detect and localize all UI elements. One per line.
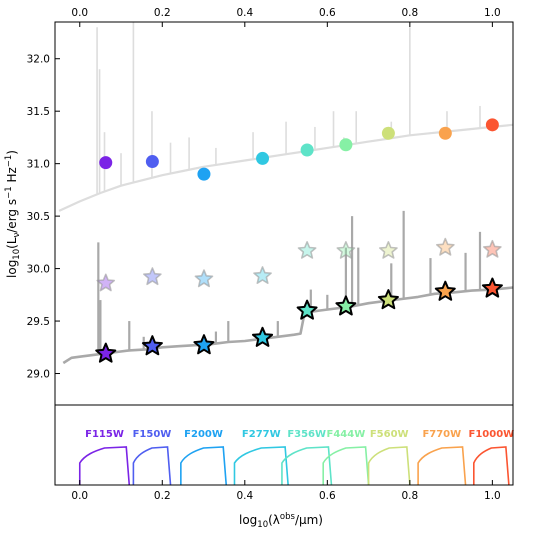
- filter-label-F356W: F356W: [287, 429, 326, 440]
- filter-label-F115W: F115W: [85, 429, 124, 440]
- faded-star-marker: [436, 237, 455, 256]
- spectra-layer: [58, 22, 513, 365]
- circle-marker: [256, 151, 270, 165]
- filter-label-F560W: F560W: [370, 429, 409, 440]
- circle-marker: [99, 156, 113, 170]
- x-axis-label-log: log: [239, 513, 257, 527]
- filter-curve-F770W: [417, 446, 467, 485]
- y-tick-label: 32.0: [27, 54, 50, 66]
- y-axis-label-close: ): [5, 150, 19, 155]
- y-tick-label: 31.0: [27, 159, 50, 171]
- filter-curve-F356W: [281, 446, 333, 485]
- star-marker: [141, 335, 163, 356]
- faded-star-marker: [96, 273, 116, 292]
- filter-labels-layer: F115W F150W F200W F277W F356W F444W F560W F770W…: [85, 429, 514, 440]
- y-axis-label-exp1: −1: [4, 186, 14, 199]
- top-x-tick-label: 0.8: [401, 7, 418, 19]
- main-panel-frame: [54, 21, 514, 406]
- circle-marker: [339, 138, 353, 152]
- top-x-tick-label: 0.4: [236, 7, 253, 19]
- x-tick-label: 0.0: [71, 490, 88, 502]
- star-marker: [193, 334, 215, 355]
- filter-curve-F1000W: [473, 446, 510, 485]
- x-tick-label: 0.8: [401, 490, 418, 502]
- top-x-tick-label: 0.6: [319, 7, 336, 19]
- filter-panel-frame: [54, 404, 514, 486]
- x-axis-label-sup: obs: [280, 512, 296, 522]
- x-tick-label: 1.0: [484, 490, 501, 502]
- x-axis-label: log10(λobs/μm): [239, 512, 323, 530]
- y-axis-label-nu: ν: [12, 232, 22, 237]
- y-axis-label-open: (L: [5, 237, 19, 249]
- filter-label-F770W: F770W: [422, 429, 461, 440]
- circle-marker: [197, 167, 211, 181]
- y-axis-label-log: log: [5, 260, 19, 278]
- axis-ticks: 0.0 0.0 0.2 0.2 0.4 0.4 0.6 0.6 0.8 0.8 1.0 1.0 29.0…: [27, 7, 501, 502]
- star-marker: [377, 289, 399, 310]
- y-tick-label: 30.5: [27, 211, 50, 223]
- filter-label-F444W: F444W: [327, 429, 366, 440]
- star-marker: [252, 326, 274, 347]
- circle-marker: [438, 126, 452, 140]
- circle-marker: [485, 118, 499, 132]
- y-tick-label: 31.5: [27, 106, 50, 118]
- filter-curves-layer: [78, 446, 510, 485]
- y-axis-label-unit1: /erg s: [5, 199, 19, 233]
- circle-marker: [145, 155, 159, 169]
- filter-curve-F560W: [367, 446, 411, 485]
- top-x-tick-label: 0.0: [71, 7, 88, 19]
- y-axis-label: log10(Lν/erg s−1 Hz−1): [4, 150, 22, 278]
- filter-curve-F444W: [322, 446, 370, 485]
- star-marker: [481, 277, 503, 298]
- y-axis-label-unit2: Hz: [5, 167, 19, 186]
- x-tick-label: 0.6: [319, 490, 336, 502]
- circle-marker: [381, 126, 395, 140]
- filter-label-F150W: F150W: [133, 429, 172, 440]
- dark-spectrum-continuum: [62, 286, 513, 365]
- star-marker: [296, 299, 318, 320]
- faded-star-marker: [379, 241, 398, 259]
- x-axis-label-sub: 10: [257, 520, 268, 530]
- y-tick-label: 30.0: [27, 264, 50, 276]
- x-axis-label-open: (λ: [268, 513, 280, 527]
- filter-curve-F200W: [180, 446, 228, 485]
- faded-star-marker: [253, 266, 272, 284]
- top-x-tick-label: 0.2: [154, 7, 171, 19]
- faded-star-marker: [194, 269, 214, 288]
- faded-star-marker: [336, 241, 356, 259]
- star-marker: [95, 342, 117, 363]
- y-axis-label-sub: 10: [12, 249, 22, 260]
- filter-label-F200W: F200W: [184, 429, 223, 440]
- y-axis-label-exp2: −1: [4, 155, 14, 168]
- filter-curve-F277W: [233, 446, 289, 485]
- star-marker: [434, 280, 456, 301]
- star-marker: [335, 295, 357, 316]
- filter-curve-F150W: [132, 446, 172, 485]
- x-tick-label: 0.4: [236, 490, 253, 502]
- faded-star-marker: [297, 241, 317, 259]
- faded-star-marker: [143, 267, 162, 286]
- filter-curve-F115W: [78, 446, 131, 485]
- top-x-tick-label: 1.0: [484, 7, 501, 19]
- circle-marker: [300, 143, 314, 157]
- x-tick-label: 0.2: [154, 490, 171, 502]
- filter-label-F277W: F277W: [242, 429, 281, 440]
- y-tick-label: 29.0: [27, 369, 50, 381]
- markers-layer: [95, 118, 503, 363]
- y-tick-label: 29.5: [27, 316, 50, 328]
- filter-label-F1000W: F1000W: [468, 429, 514, 440]
- x-axis-label-tail: /μm): [295, 513, 323, 527]
- faded-star-marker: [483, 239, 502, 258]
